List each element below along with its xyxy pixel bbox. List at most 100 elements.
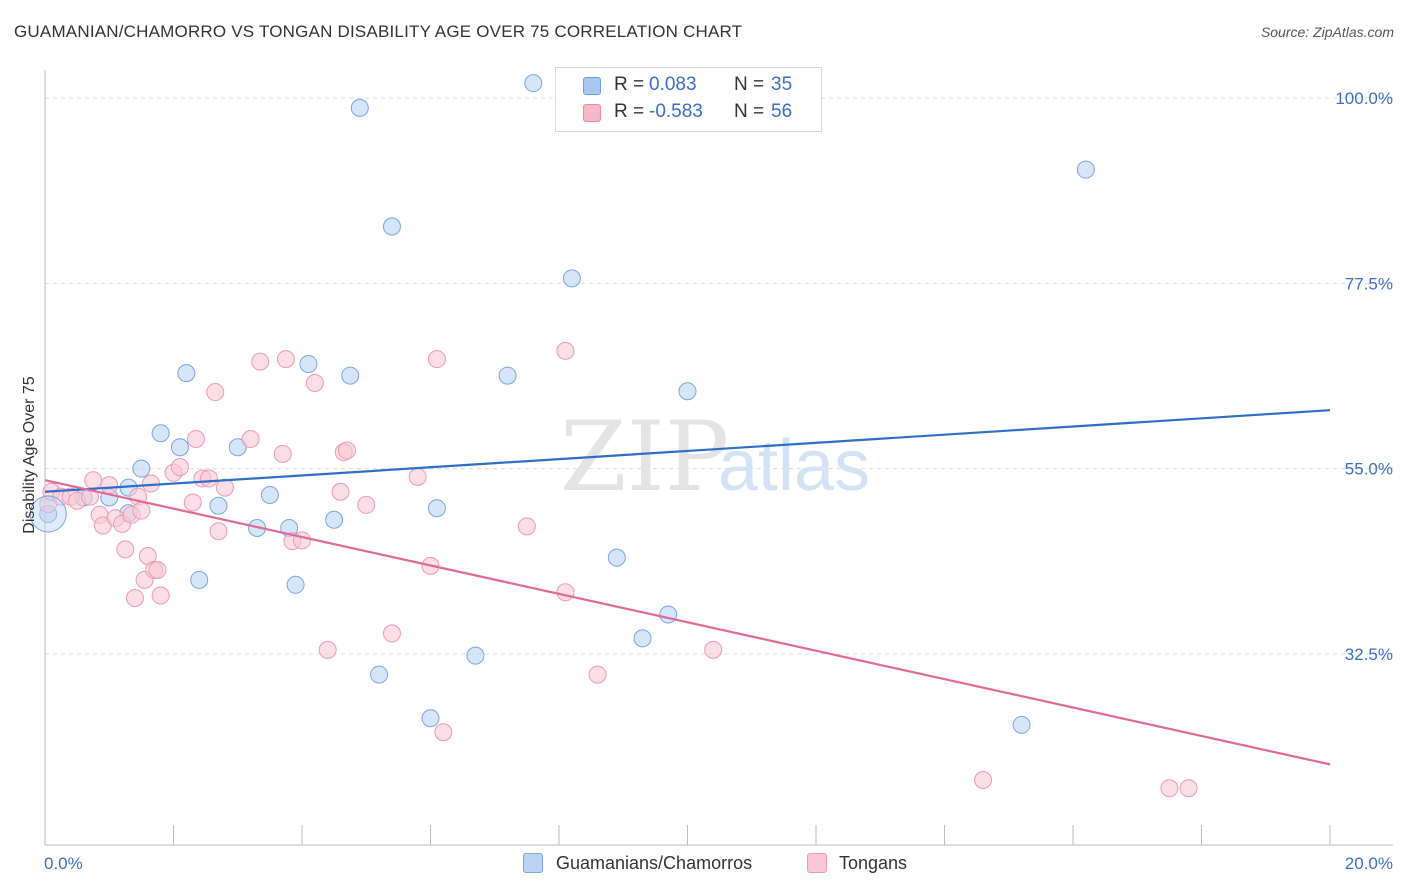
x-tick-label: 0.0% — [44, 854, 83, 873]
data-point — [427, 499, 446, 518]
data-point — [382, 624, 401, 643]
data-point — [350, 98, 369, 117]
data-point — [251, 352, 270, 371]
y-tick-label: 32.5% — [1345, 645, 1393, 664]
data-point — [286, 575, 305, 594]
data-point — [408, 467, 427, 486]
data-point — [125, 588, 144, 607]
data-point — [556, 583, 575, 602]
series-label-tongan: Tongans — [839, 853, 908, 873]
data-point — [215, 478, 234, 497]
legend-r-label: R = — [614, 101, 645, 122]
series-legend-guamanian: Guamanians/Chamorros — [523, 852, 783, 876]
data-point — [318, 640, 337, 659]
data-point — [370, 665, 389, 684]
legend-r-value: 0.083 — [649, 74, 697, 95]
trend-line — [44, 479, 1331, 766]
data-point — [357, 495, 376, 514]
data-point — [116, 540, 135, 559]
data-point — [209, 496, 228, 515]
y-axis-label: Disability Age Over 75 — [21, 376, 38, 534]
data-point — [170, 458, 189, 477]
data-point — [151, 586, 170, 605]
data-point — [678, 382, 697, 401]
data-point — [1160, 779, 1179, 798]
gridlines — [45, 97, 1393, 655]
data-point — [183, 493, 202, 512]
data-point — [84, 471, 103, 490]
data-point — [607, 548, 626, 567]
data-point — [1179, 779, 1198, 798]
legend-n-label: N = — [734, 101, 765, 122]
data-point — [466, 646, 485, 665]
legend-n-value: 35 — [771, 74, 793, 95]
data-point — [1076, 160, 1095, 179]
watermark-atlas: atlas — [718, 426, 870, 506]
data-point — [524, 74, 543, 93]
series-legend-tongan: Tongans — [807, 852, 927, 876]
data-point — [241, 430, 260, 449]
source-label: Source: ZipAtlas.com — [1260, 24, 1394, 40]
data-point — [276, 350, 295, 369]
data-point — [209, 522, 228, 541]
data-point — [704, 640, 723, 659]
data-point — [142, 474, 161, 493]
data-point-cluster — [29, 495, 67, 533]
data-point — [151, 424, 170, 443]
data-point — [382, 217, 401, 236]
correlation-legend: R = 0.083 N = 35 R = -0.583 N = 56 — [555, 67, 822, 132]
data-point — [260, 486, 279, 505]
series-label-guamanian: Guamanians/Chamorros — [556, 853, 753, 873]
data-point — [331, 482, 350, 501]
series-swatch-tongan — [807, 853, 827, 873]
legend-r-label: R = — [614, 74, 645, 95]
data-point — [517, 517, 536, 536]
series-swatch-guamanian — [523, 853, 543, 873]
data-point — [132, 501, 151, 520]
data-point — [341, 366, 360, 385]
ticks — [44, 825, 1331, 845]
data-point — [299, 355, 318, 374]
data-point — [421, 709, 440, 728]
data-point — [974, 771, 993, 790]
data-point — [170, 438, 189, 457]
legend-row-guamanian: R = 0.083 N = 35 — [556, 73, 821, 99]
trend-lines — [44, 409, 1331, 766]
data-point — [434, 723, 453, 742]
data-point — [1012, 715, 1031, 734]
data-point — [190, 570, 209, 589]
trend-line — [44, 409, 1331, 493]
data-point — [206, 383, 225, 402]
data-point — [132, 459, 151, 478]
data-point — [498, 366, 517, 385]
data-point — [427, 350, 446, 369]
legend-swatch-tongan — [583, 104, 601, 122]
y-tick-label: 100.0% — [1335, 89, 1393, 108]
data-point — [562, 269, 581, 288]
legend-n-label: N = — [734, 74, 765, 95]
legend-n-value: 56 — [771, 101, 793, 122]
data-point — [186, 430, 205, 449]
y-tick-label: 55.0% — [1345, 460, 1393, 479]
data-point — [337, 441, 356, 460]
data-point — [305, 374, 324, 393]
legend-row-tongan: R = -0.583 N = 56 — [556, 100, 821, 126]
legend-swatch-guamanian — [583, 77, 601, 95]
data-point — [293, 531, 311, 550]
x-tick-label: 20.0% — [1345, 854, 1393, 873]
data-point — [148, 560, 167, 579]
tick-labels: 32.5% 55.0% 77.5% 100.0% 0.0% 20.0% — [44, 89, 1393, 873]
legend-r-value: -0.583 — [649, 101, 703, 122]
data-point — [177, 364, 196, 383]
data-point — [199, 469, 218, 488]
data-point — [228, 438, 247, 457]
data-point — [556, 341, 575, 360]
data-point — [633, 629, 652, 648]
axes — [44, 70, 1393, 846]
data-point — [325, 510, 344, 529]
data-point — [273, 444, 292, 463]
chart-title: GUAMANIAN/CHAMORRO VS TONGAN DISABILITY … — [14, 22, 743, 41]
data-point — [100, 476, 119, 495]
y-tick-label: 77.5% — [1345, 274, 1393, 293]
